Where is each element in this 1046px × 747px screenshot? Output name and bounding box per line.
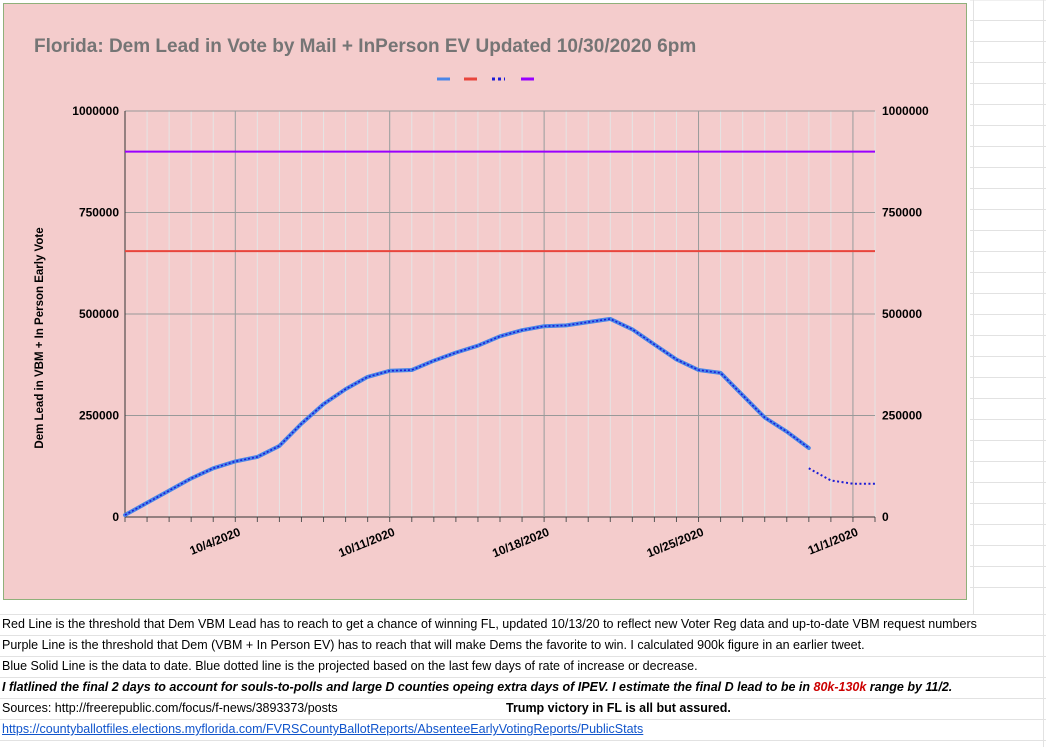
y-tick-label-left: 0 bbox=[112, 510, 119, 524]
x-tick-label: 10/11/2020 bbox=[337, 525, 398, 560]
y-tick-label-right: 250000 bbox=[882, 409, 922, 423]
series-line-blue-dotted bbox=[808, 467, 875, 485]
y-tick-label-right: 500000 bbox=[882, 307, 922, 321]
note-flatlined-end: range by 11/2. bbox=[866, 680, 953, 694]
y-tick-label-left: 500000 bbox=[79, 307, 119, 321]
source-link[interactable]: https://countyballotfiles.elections.myfl… bbox=[2, 722, 644, 736]
x-axis: 10/4/2020 10/11/2020 10/18/2020 10/25/2020 1… bbox=[188, 525, 861, 561]
y-tick-label-left: 1000000 bbox=[72, 104, 119, 118]
y-tick-label-right: 0 bbox=[882, 510, 889, 524]
x-tick-label: 10/25/2020 bbox=[645, 525, 706, 561]
y-tick-label-right: 750000 bbox=[882, 206, 922, 220]
note-flatlined-range: 80k-130k bbox=[813, 680, 867, 694]
sources-text: Sources: http://freerepublic.com/focus/f… bbox=[2, 701, 338, 715]
y-tick-label-left: 750000 bbox=[79, 206, 119, 220]
note-purple-line: Purple Line is the threshold that Dem (V… bbox=[2, 638, 865, 652]
trump-note: Trump victory in FL is all but assured. bbox=[506, 701, 731, 715]
y-tick-label-left: 250000 bbox=[79, 409, 119, 423]
note-red-line: Red Line is the threshold that Dem VBM L… bbox=[2, 617, 977, 631]
note-flatlined: I flatlined the final 2 days to account … bbox=[2, 680, 952, 694]
x-tick-label: 10/4/2020 bbox=[188, 525, 243, 558]
series-line-blue-solid bbox=[123, 316, 811, 517]
note-flatlined-text: I flatlined the final 2 days to account … bbox=[2, 680, 814, 694]
series-lines bbox=[123, 150, 875, 517]
y-tick-label-right: 1000000 bbox=[882, 104, 929, 118]
chart-area[interactable] bbox=[3, 3, 967, 600]
x-tick-label: 11/1/2020 bbox=[806, 525, 860, 558]
line-chart: 0 0 250000 250000 500000 500000 750000 750000 10… bbox=[34, 77, 929, 561]
gridlines bbox=[124, 110, 876, 522]
note-blue-line: Blue Solid Line is the data to date. Blu… bbox=[2, 659, 698, 673]
y-axis: 0 0 250000 250000 500000 500000 750000 750000 10… bbox=[72, 104, 929, 524]
series-line-blue-solid-dots bbox=[124, 318, 810, 516]
x-tick-label: 10/18/2020 bbox=[490, 525, 551, 561]
chart-title: Florida: Dem Lead in Vote by Mail + InPe… bbox=[34, 36, 697, 57]
y-axis-title: Dem Lead in VBM + In Person Early Vote bbox=[34, 227, 46, 448]
